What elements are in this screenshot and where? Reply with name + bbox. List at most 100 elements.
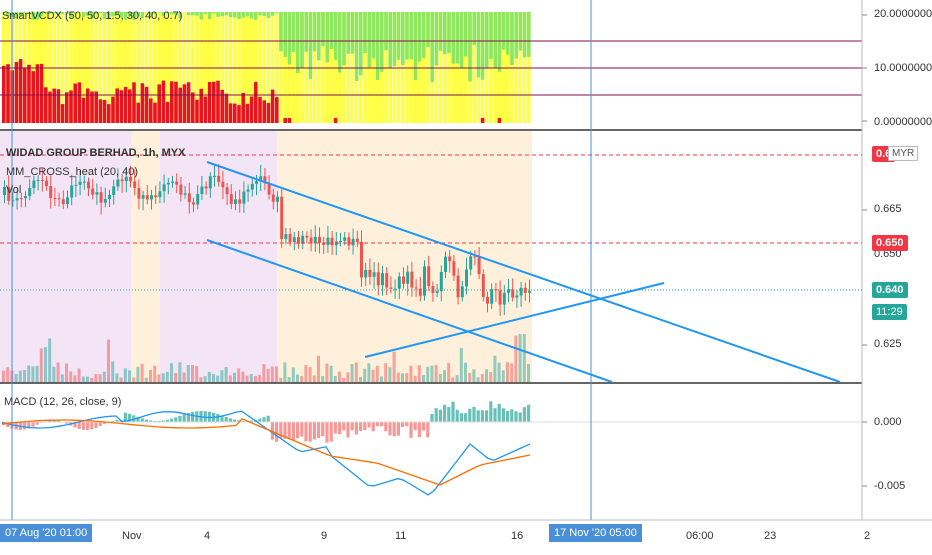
volume-bar (57, 363, 60, 382)
cdx-bar-green (313, 12, 317, 51)
smartcdx-legend[interactable]: SmartVCDX (50, 50, 1.5, 30, 40, 0.7) (2, 10, 182, 22)
candle-body (247, 189, 250, 191)
candle-body (427, 266, 430, 286)
candle-body (95, 192, 98, 195)
cdx-bar-green (262, 12, 266, 16)
volume-bar (208, 372, 211, 382)
cdx-bar-green (229, 12, 233, 17)
volume-bar (204, 376, 207, 382)
volume-bar (23, 370, 26, 382)
cdx-bar-red (254, 82, 258, 123)
candle-body (293, 237, 296, 242)
candle-body (356, 239, 359, 242)
candle-body (440, 272, 443, 291)
cdx-bar-red (19, 59, 23, 123)
volume-bar (309, 367, 312, 382)
cdx-bar-red (162, 81, 166, 123)
cdx-bar-red (90, 91, 94, 123)
crosshair-date-left: 07 Aug '20 01:00 (0, 524, 92, 542)
volume-bar (472, 369, 475, 382)
candle-body (431, 286, 434, 293)
macd-hist-bar (317, 422, 320, 438)
volume-bar (27, 366, 30, 382)
volume-bar (359, 377, 362, 382)
macd-hist-bar (183, 414, 186, 422)
volume-bar (178, 362, 181, 382)
candle-body (100, 192, 103, 203)
main-legend-title[interactable]: WIDAD GROUP BERHAD, 1h, MYX (6, 147, 185, 159)
volume-bar (439, 374, 442, 382)
macd-hist-bar (409, 422, 412, 438)
volume-bar (460, 348, 463, 382)
macd-hist-bar (338, 422, 341, 434)
volume-bar (262, 364, 265, 382)
volume-bar (19, 371, 22, 382)
cdx-bar-red (157, 84, 161, 123)
macd-hist-bar (78, 422, 81, 429)
cdx-bar-green (275, 12, 279, 13)
volume-bar (397, 373, 400, 382)
volume-bar (2, 371, 5, 382)
cdx-bar-green (296, 12, 300, 73)
volume-bar (321, 376, 324, 382)
cdx-bar-green (485, 12, 489, 68)
candle-body (347, 237, 350, 245)
cdx-bar-red (187, 82, 191, 123)
main-legend-indicator[interactable]: MM_CROSS_heat (20, 40) (6, 166, 138, 178)
macd-hist-bar (225, 417, 228, 422)
candle-body (360, 242, 363, 277)
volume-bar (124, 368, 127, 382)
macd-hist-bar (178, 416, 181, 422)
cdx-bar-green (502, 12, 506, 50)
candle-body (503, 293, 506, 305)
cdx-bar-green (489, 12, 493, 59)
cdx-bar-red (174, 82, 178, 123)
volume-bar (153, 366, 156, 382)
macd-hist-bar (498, 404, 501, 422)
macd-hist-bar (216, 414, 219, 422)
volume-bar (435, 365, 438, 382)
cdx-bar-green (510, 12, 514, 65)
macd-hist-bar (485, 410, 488, 422)
time-tick-nov: Nov (122, 530, 142, 542)
cdx-bar-green (397, 12, 401, 60)
cdx-bar-red (44, 87, 48, 123)
candle-body (200, 187, 203, 195)
candle-body (226, 187, 229, 194)
macd-legend[interactable]: MACD (12, 26, close, 9) (4, 396, 121, 408)
macd-hist-bar (23, 422, 26, 430)
volume-bar (90, 378, 93, 382)
cdx-bar-red (86, 88, 90, 123)
candle-body (284, 234, 287, 239)
cdx-bar-green (493, 12, 497, 68)
cdx-bar-green (199, 12, 203, 19)
volume-bar (351, 364, 354, 382)
main-legend-vol[interactable]: Vol (6, 184, 21, 196)
cdx-bar-green (338, 12, 342, 73)
currency-label[interactable]: MYR (888, 146, 918, 161)
volume-bar (120, 378, 123, 382)
macd-hist-bar (267, 416, 270, 422)
volume-bar (405, 373, 408, 382)
cdx-bar-red (199, 89, 203, 123)
cdx-tick-20: 20.00000000 (874, 8, 932, 20)
candle-body (406, 272, 409, 284)
cdx-bar-red (94, 91, 98, 123)
cdx-bar-red (498, 118, 502, 123)
candle-body (377, 272, 380, 285)
volume-bar (409, 366, 412, 382)
volume-bar (271, 366, 274, 382)
volume-bar (52, 367, 55, 382)
macd-hist-bar (384, 422, 387, 431)
candle-body (373, 272, 376, 277)
volume-bar (275, 366, 278, 382)
macd-hist-bar (523, 407, 526, 422)
candle-body (137, 188, 140, 199)
volume-bar (292, 367, 295, 382)
candle-body (385, 273, 388, 287)
volume-bar (367, 363, 370, 382)
cdx-bar-red (191, 92, 195, 123)
volume-bar (246, 376, 249, 382)
